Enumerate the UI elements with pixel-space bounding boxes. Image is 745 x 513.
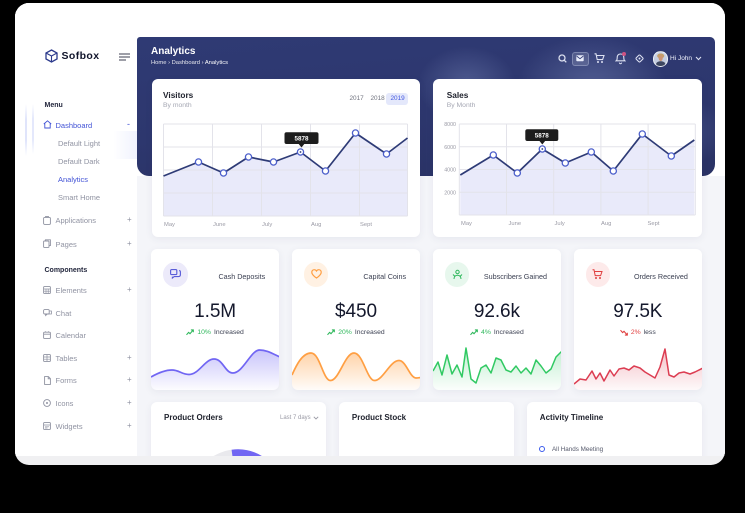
svg-text:Aug: Aug	[601, 221, 611, 227]
svg-text:July: July	[262, 222, 272, 228]
svg-text:Aug: Aug	[311, 222, 321, 228]
svg-text:Sept: Sept	[647, 221, 659, 227]
svg-text:June: June	[213, 222, 226, 228]
svg-text:5878: 5878	[534, 133, 549, 140]
svg-text:2000: 2000	[444, 191, 456, 197]
svg-text:Sept: Sept	[360, 222, 372, 228]
svg-text:5878: 5878	[294, 136, 309, 143]
svg-text:July: July	[554, 221, 564, 227]
svg-text:May: May	[461, 221, 472, 227]
svg-text:4000: 4000	[444, 168, 456, 174]
svg-text:May: May	[164, 222, 175, 228]
svg-text:8000: 8000	[444, 122, 456, 128]
svg-text:6000: 6000	[444, 145, 456, 151]
svg-text:June: June	[508, 221, 521, 227]
